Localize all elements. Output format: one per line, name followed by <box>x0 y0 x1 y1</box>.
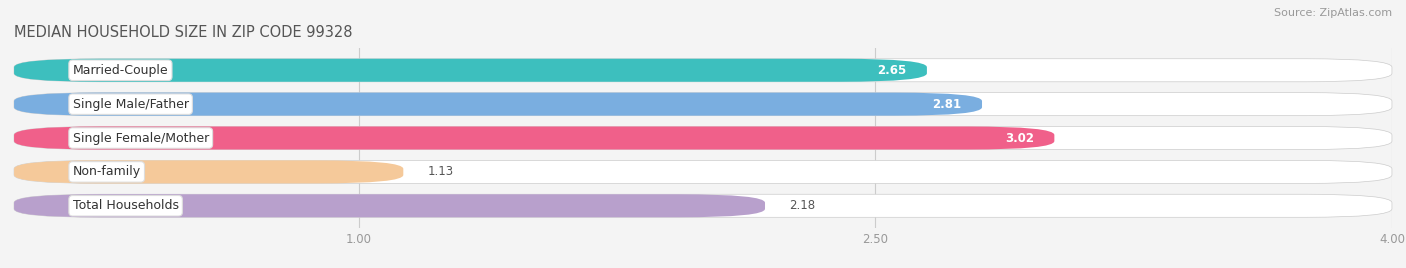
Text: 2.65: 2.65 <box>877 64 907 77</box>
FancyBboxPatch shape <box>14 126 1392 150</box>
FancyBboxPatch shape <box>14 93 981 116</box>
FancyBboxPatch shape <box>14 160 404 183</box>
FancyBboxPatch shape <box>14 194 765 217</box>
Text: Single Female/Mother: Single Female/Mother <box>73 132 209 144</box>
FancyBboxPatch shape <box>14 126 1054 150</box>
Text: Married-Couple: Married-Couple <box>73 64 169 77</box>
Text: 2.18: 2.18 <box>789 199 815 212</box>
FancyBboxPatch shape <box>14 160 1392 183</box>
Text: 1.13: 1.13 <box>427 165 454 178</box>
Text: Total Households: Total Households <box>73 199 179 212</box>
Text: Single Male/Father: Single Male/Father <box>73 98 188 111</box>
Text: Source: ZipAtlas.com: Source: ZipAtlas.com <box>1274 8 1392 18</box>
Text: 3.02: 3.02 <box>1005 132 1033 144</box>
FancyBboxPatch shape <box>14 59 927 82</box>
Text: Non-family: Non-family <box>73 165 141 178</box>
Text: 2.81: 2.81 <box>932 98 962 111</box>
FancyBboxPatch shape <box>14 59 1392 82</box>
FancyBboxPatch shape <box>14 194 1392 217</box>
FancyBboxPatch shape <box>14 93 1392 116</box>
Text: MEDIAN HOUSEHOLD SIZE IN ZIP CODE 99328: MEDIAN HOUSEHOLD SIZE IN ZIP CODE 99328 <box>14 25 353 40</box>
